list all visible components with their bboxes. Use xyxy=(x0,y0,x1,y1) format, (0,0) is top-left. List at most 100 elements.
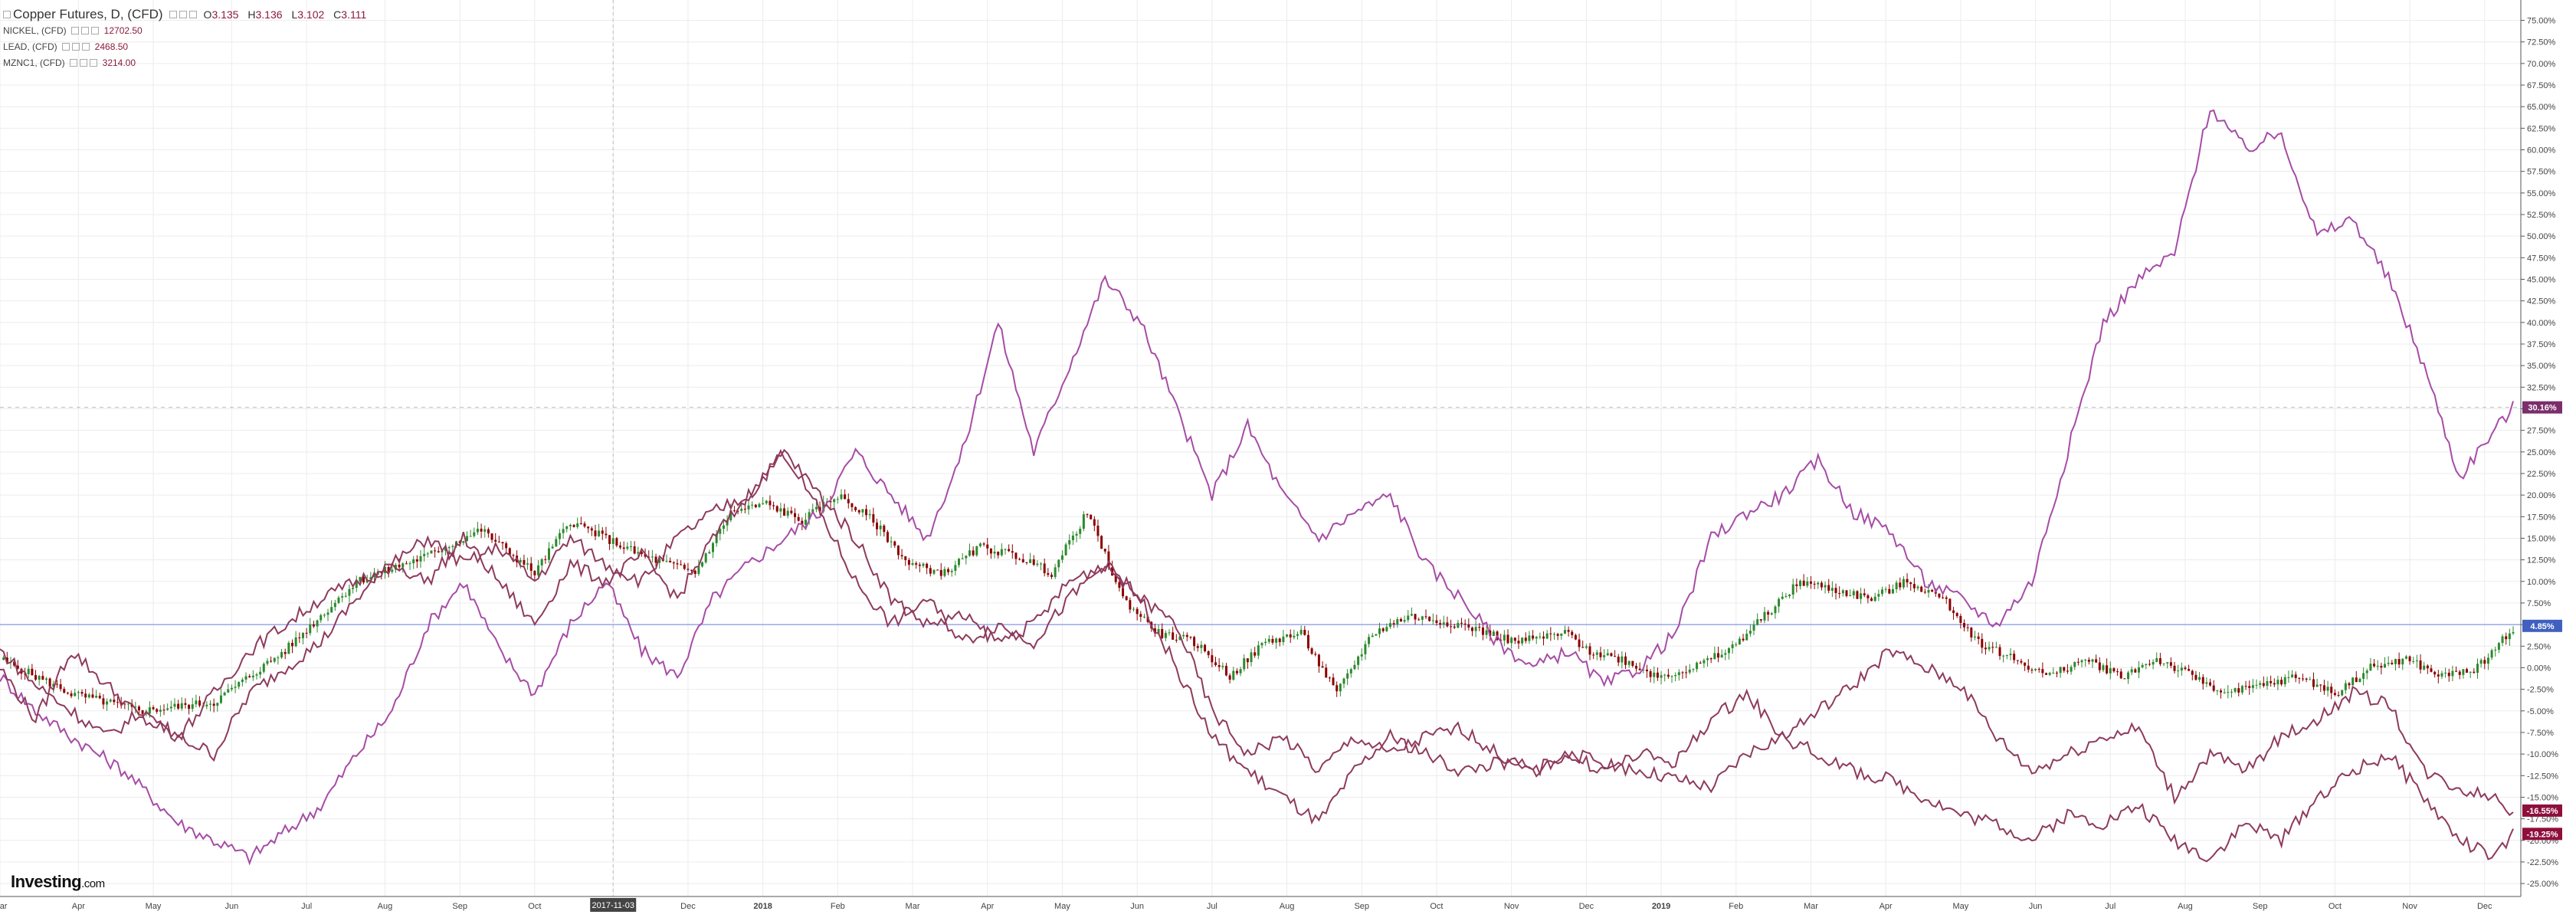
candle-body xyxy=(911,563,914,565)
candle xyxy=(598,523,601,537)
candle-body xyxy=(544,559,547,560)
remove-icon[interactable] xyxy=(90,26,99,34)
candle xyxy=(736,510,739,515)
candle xyxy=(177,700,180,710)
x-tick-label: Apr xyxy=(981,902,994,911)
candle-body xyxy=(658,559,661,563)
candle xyxy=(1610,652,1613,657)
candle xyxy=(876,518,879,536)
candle-body xyxy=(729,510,732,521)
candle xyxy=(2255,679,2258,690)
candle xyxy=(2497,641,2500,654)
settings-icon[interactable] xyxy=(70,26,79,34)
candle xyxy=(1738,636,1741,645)
candle xyxy=(437,546,440,553)
candle xyxy=(1506,629,1509,644)
candle xyxy=(958,558,961,568)
candle-body xyxy=(615,538,618,546)
candle-body xyxy=(861,509,864,513)
settings-icon[interactable] xyxy=(61,42,70,51)
candle-body xyxy=(387,566,390,572)
candle xyxy=(1435,615,1438,626)
candle-body xyxy=(1866,595,1870,598)
candle-body xyxy=(1264,641,1267,644)
candle xyxy=(797,513,800,522)
candle-body xyxy=(1660,675,1663,678)
remove-icon[interactable] xyxy=(188,10,197,18)
candle-body xyxy=(1595,652,1598,655)
candle-body xyxy=(1860,593,1863,599)
candle-body xyxy=(1849,595,1852,596)
candle xyxy=(188,703,191,715)
candle-body xyxy=(769,500,772,506)
candle-body xyxy=(505,543,508,549)
candle xyxy=(294,631,297,647)
candle-body xyxy=(134,706,137,708)
candle xyxy=(1014,552,1018,565)
hide-icon[interactable] xyxy=(79,58,87,67)
candle-body xyxy=(2219,690,2222,693)
candle-body xyxy=(2444,672,2447,674)
candle xyxy=(1481,624,1484,641)
series-line-mznc1 xyxy=(0,448,2514,863)
candle xyxy=(1770,611,1773,616)
candle-body xyxy=(1706,658,1709,660)
candle xyxy=(238,681,241,690)
candle-body xyxy=(2130,669,2133,673)
candle xyxy=(2005,654,2008,660)
candle xyxy=(1696,661,1699,673)
candle xyxy=(355,575,358,592)
candle-body xyxy=(1624,656,1627,665)
candle-body xyxy=(2158,658,2161,664)
candle xyxy=(526,557,529,570)
candle xyxy=(986,538,989,556)
candle xyxy=(1706,655,1709,667)
y-tick-label: 65.00% xyxy=(2527,103,2556,112)
y-tick-label: -2.50% xyxy=(2527,686,2554,695)
candle-body xyxy=(1592,654,1595,656)
candle xyxy=(1827,578,1830,594)
candle xyxy=(31,664,34,677)
candle xyxy=(462,540,465,546)
y-tick-label: 40.00% xyxy=(2527,319,2556,328)
candle-body xyxy=(601,530,604,534)
hide-icon[interactable] xyxy=(179,10,187,18)
candle-body xyxy=(251,675,254,678)
hide-icon[interactable] xyxy=(71,42,80,51)
remove-icon[interactable] xyxy=(89,58,97,67)
hide-icon[interactable] xyxy=(80,26,89,34)
candle xyxy=(1895,580,1898,593)
candle-body xyxy=(1984,647,1987,650)
candle-body xyxy=(1364,644,1367,654)
candle xyxy=(2512,626,2515,635)
candle-body xyxy=(38,676,41,680)
candle-body xyxy=(205,704,208,706)
x-tick-label: May xyxy=(1952,902,1968,911)
candle xyxy=(59,678,62,692)
candle xyxy=(2458,670,2461,680)
candle-body xyxy=(137,706,140,710)
candle xyxy=(1257,641,1260,660)
candle xyxy=(783,503,786,516)
candle xyxy=(1542,631,1545,646)
settings-icon[interactable] xyxy=(69,58,77,67)
candle xyxy=(2440,670,2443,680)
collapse-toggle-icon[interactable] xyxy=(3,10,11,18)
candle xyxy=(1211,648,1214,667)
chart-legend: Copper Futures, D, (CFD) O3.135 H3.136 L… xyxy=(3,6,372,70)
x-tick-label: Sep xyxy=(452,902,467,911)
candle xyxy=(1938,593,1941,599)
settings-icon[interactable] xyxy=(169,10,177,18)
candle xyxy=(943,566,946,578)
candle-body xyxy=(1545,633,1549,639)
candle xyxy=(2066,664,2069,674)
candle xyxy=(1250,648,1253,667)
candle-body xyxy=(1877,594,1880,597)
candle-body xyxy=(701,562,704,567)
remove-icon[interactable] xyxy=(81,42,90,51)
candle-body xyxy=(2391,662,2394,664)
candle xyxy=(558,529,561,545)
candle-body xyxy=(1696,662,1699,670)
